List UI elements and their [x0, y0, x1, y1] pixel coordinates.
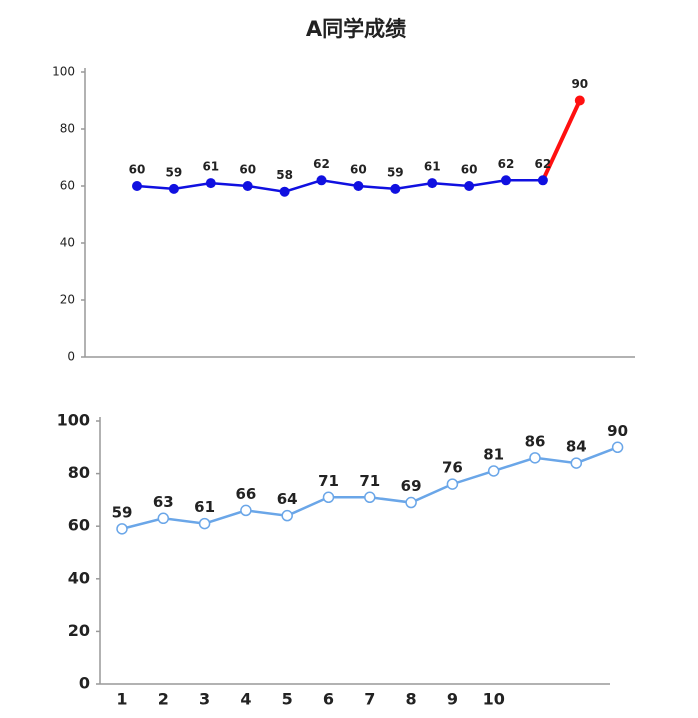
point: [364, 491, 376, 504]
point: [116, 523, 128, 535]
data-label: 62: [498, 157, 515, 171]
point: [487, 465, 500, 477]
point: [611, 441, 624, 454]
point: [279, 186, 290, 197]
data-label: 62: [313, 157, 330, 171]
data-label: 60: [239, 163, 256, 177]
data-label: 59: [387, 165, 404, 179]
data-label: 59: [166, 165, 183, 179]
x-tick-label: 8: [406, 690, 417, 709]
point: [570, 457, 583, 469]
y-tick-label: 80: [68, 463, 90, 482]
x-tick-label: 10: [483, 690, 505, 709]
data-label: 86: [525, 432, 546, 450]
y-tick-label: 80: [60, 122, 75, 136]
y-tick-label: 60: [68, 516, 90, 535]
data-label: 60: [350, 163, 367, 177]
point: [205, 178, 216, 189]
data-label: 60: [461, 163, 478, 177]
point: [157, 512, 170, 525]
point: [353, 181, 364, 191]
data-label: 58: [276, 168, 293, 182]
data-label: 90: [571, 77, 588, 91]
point: [390, 183, 401, 194]
point: [529, 452, 541, 464]
data-label: 81: [483, 445, 504, 463]
data-label: 64: [277, 490, 298, 508]
data-label: 71: [359, 472, 380, 490]
x-tick-label: 4: [240, 690, 251, 709]
data-label: 84: [566, 438, 587, 456]
point: [240, 504, 252, 517]
point: [322, 491, 335, 504]
y-tick-label: 60: [60, 179, 75, 193]
x-tick-label: 5: [282, 690, 293, 709]
y-tick-label: 0: [67, 350, 75, 364]
point: [464, 181, 475, 191]
point: [405, 496, 417, 509]
point: [446, 478, 459, 490]
data-label: 61: [424, 160, 441, 174]
y-tick-label: 40: [60, 236, 75, 250]
x-tick-label: 2: [158, 690, 169, 709]
data-label: 71: [318, 472, 339, 490]
series-line: [136, 179, 543, 193]
data-label: 61: [202, 160, 219, 174]
point: [242, 181, 253, 191]
point: [574, 95, 585, 106]
y-tick-label: 40: [68, 568, 90, 587]
point: [198, 517, 211, 530]
y-tick-label: 20: [68, 621, 90, 640]
data-label: 61: [194, 498, 215, 516]
data-label: 60: [129, 163, 146, 177]
x-tick-label: 6: [323, 690, 334, 709]
point: [501, 175, 511, 186]
x-tick-label: 9: [447, 690, 458, 709]
data-label: 90: [607, 422, 628, 440]
x-tick-label: 1: [116, 690, 127, 709]
chart-title: A同学成绩: [306, 17, 406, 41]
x-tick-label: 7: [364, 690, 375, 709]
point: [281, 509, 293, 522]
highlight-segment: [541, 99, 582, 182]
point: [537, 175, 548, 186]
y-tick-label: 0: [79, 674, 90, 693]
data-label: 76: [442, 459, 463, 477]
data-label: 59: [112, 503, 133, 521]
point: [427, 178, 438, 189]
point: [168, 183, 179, 194]
data-label: 66: [235, 485, 256, 503]
y-tick-label: 100: [52, 65, 75, 79]
point: [316, 175, 327, 186]
point: [132, 181, 142, 191]
y-tick-label: 20: [60, 293, 75, 307]
data-label: 69: [401, 477, 422, 495]
y-tick-label: 100: [57, 411, 90, 430]
x-tick-label: 3: [199, 690, 210, 709]
data-label: 62: [535, 157, 552, 171]
data-label: 63: [153, 493, 174, 511]
